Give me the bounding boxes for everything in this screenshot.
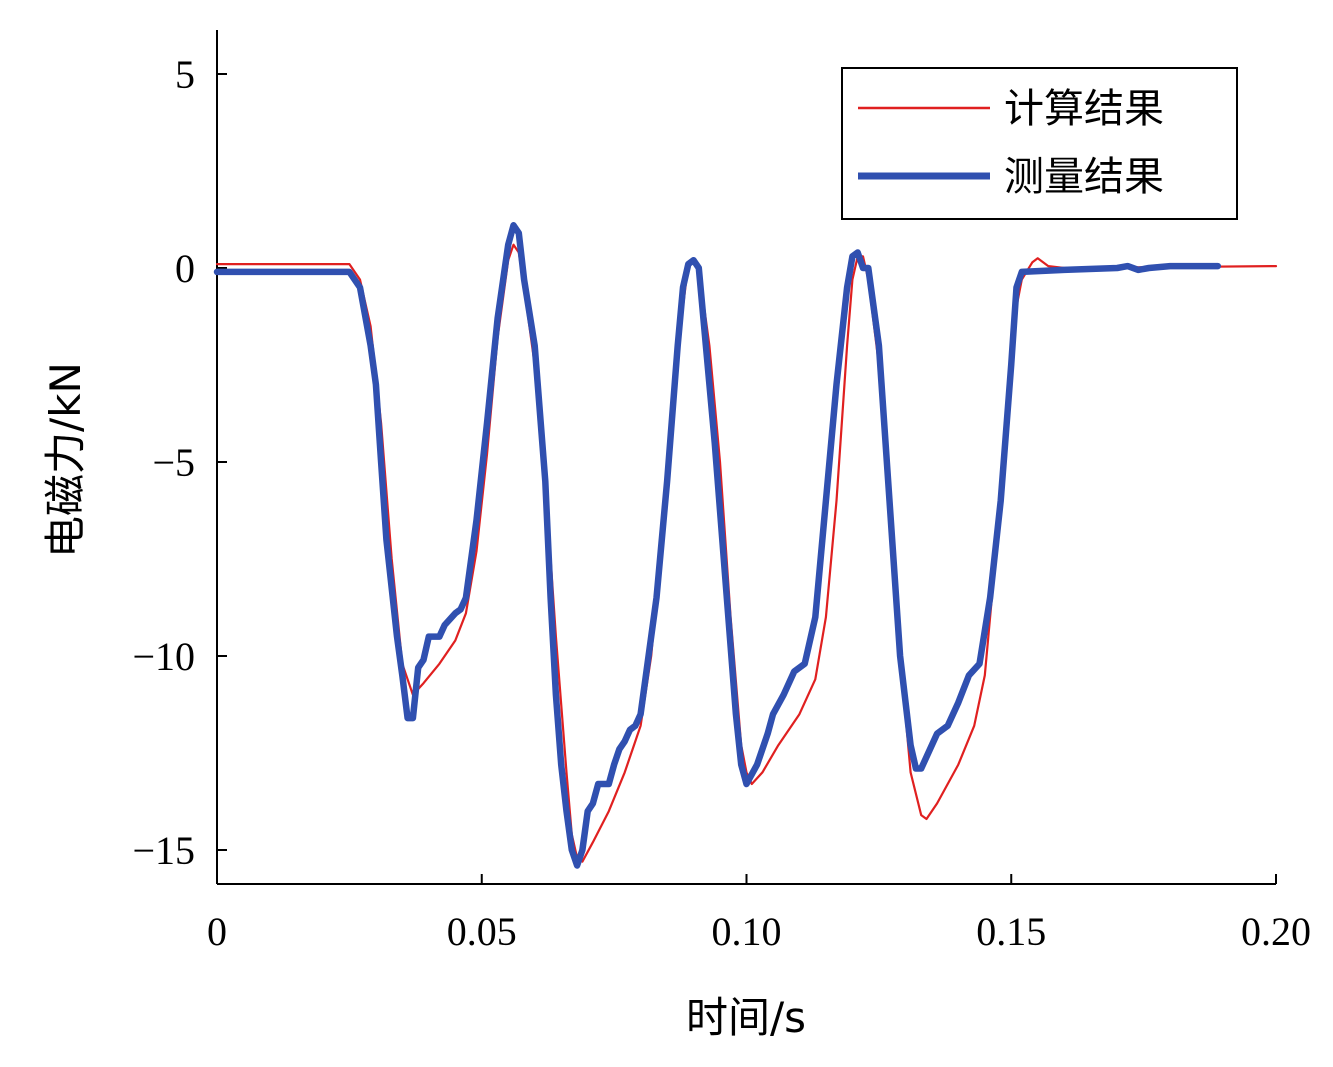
- x-axis-label: 时间/s: [686, 993, 806, 1042]
- legend: 计算结果 测量结果: [841, 67, 1238, 220]
- y-tick-label: −15: [132, 828, 195, 873]
- series-layer: [213, 222, 1278, 869]
- x-tick-label: 0.15: [976, 909, 1046, 954]
- axes: 0 0.05 0.10 0.15 0.20 5 0 −5 −10 −15: [132, 30, 1311, 954]
- y-tick-label: 0: [175, 246, 195, 291]
- y-axis-label: 电磁力/kN: [41, 362, 90, 558]
- x-tick-label: 0.05: [447, 909, 517, 954]
- legend-box: [841, 67, 1238, 220]
- x-ticks: 0 0.05 0.10 0.15 0.20: [207, 874, 1311, 954]
- x-tick-label: 0.20: [1241, 909, 1311, 954]
- y-tick-label: 5: [175, 52, 195, 97]
- legend-label-measured: 测量结果: [1004, 154, 1164, 200]
- y-ticks: 5 0 −5 −10 −15: [132, 52, 227, 873]
- y-tick-label: −5: [152, 440, 195, 485]
- legend-label-calculated: 计算结果: [1004, 86, 1164, 132]
- series-line-calculated: [215, 243, 1278, 863]
- series-line-measured: [213, 222, 1222, 869]
- x-tick-label: 0: [207, 909, 227, 954]
- x-tick-label: 0.10: [712, 909, 782, 954]
- y-tick-label: −10: [132, 634, 195, 679]
